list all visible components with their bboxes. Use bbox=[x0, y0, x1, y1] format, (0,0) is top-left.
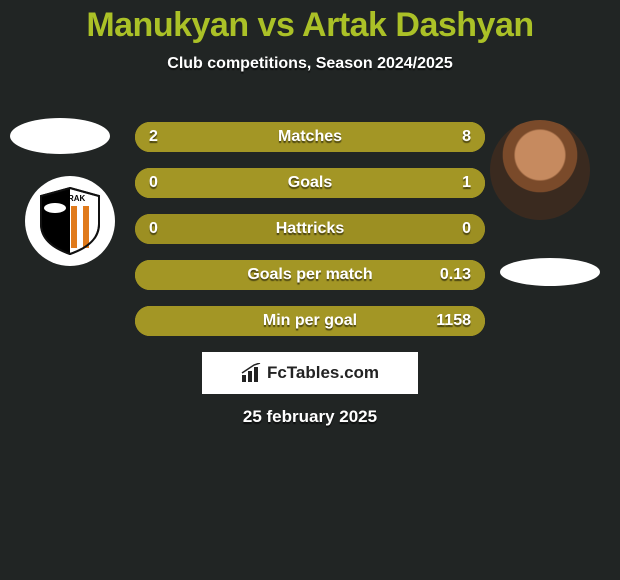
stat-label: Min per goal bbox=[135, 306, 485, 336]
date-line: 25 february 2025 bbox=[0, 407, 620, 427]
stat-label: Goals per match bbox=[135, 260, 485, 290]
watermark-text: FcTables.com bbox=[267, 363, 379, 383]
stat-row: 28Matches bbox=[135, 122, 485, 152]
bar-chart-icon bbox=[241, 363, 263, 383]
right-club-placeholder bbox=[500, 258, 600, 286]
stat-row: 0.13Goals per match bbox=[135, 260, 485, 290]
club-badge-label: SHIRAK bbox=[55, 194, 86, 203]
stat-row: 1158Min per goal bbox=[135, 306, 485, 336]
subtitle: Club competitions, Season 2024/2025 bbox=[0, 55, 620, 73]
left-club-badge: SHIRAK bbox=[25, 176, 115, 266]
stat-label: Goals bbox=[135, 168, 485, 198]
right-player-photo bbox=[490, 120, 590, 220]
watermark[interactable]: FcTables.com bbox=[202, 352, 418, 394]
stat-label: Hattricks bbox=[135, 214, 485, 244]
shirak-badge-icon: SHIRAK bbox=[33, 184, 107, 258]
stat-row: 00Hattricks bbox=[135, 214, 485, 244]
stat-row: 01Goals bbox=[135, 168, 485, 198]
stats-block: 28Matches 01Goals 00Hattricks 0.13Goals per… bbox=[135, 122, 485, 352]
left-player-placeholder bbox=[10, 118, 110, 154]
page-title: Manukyan vs Artak Dashyan bbox=[0, 0, 620, 45]
player-face-icon bbox=[490, 120, 590, 220]
stat-label: Matches bbox=[135, 122, 485, 152]
